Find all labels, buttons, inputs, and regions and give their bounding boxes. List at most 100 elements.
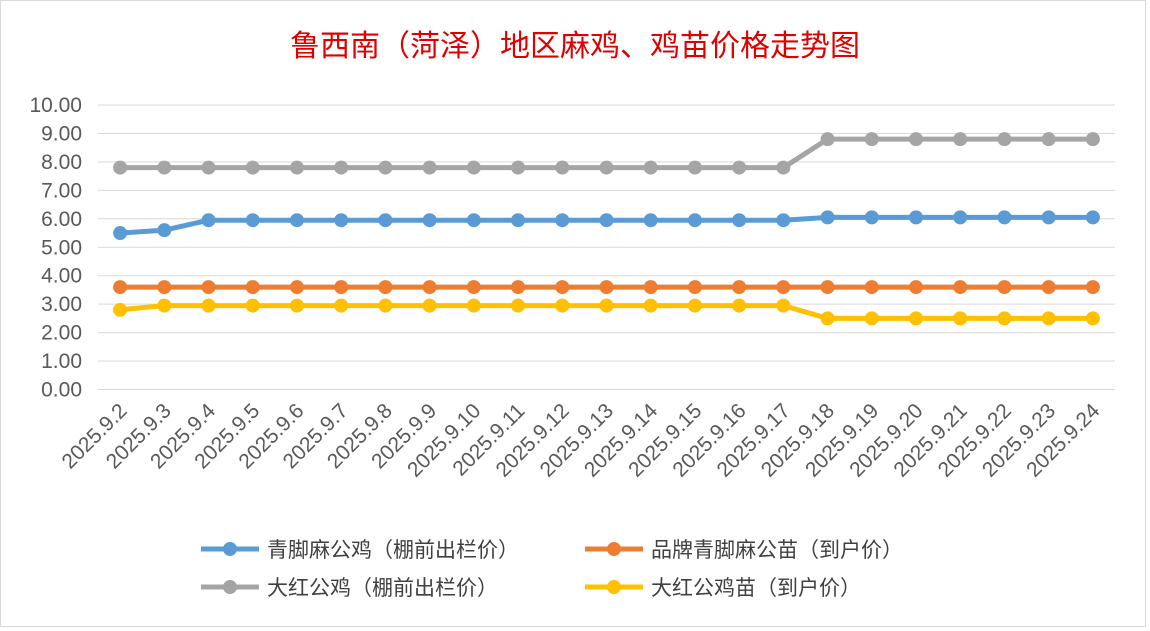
data-point: [466, 298, 481, 313]
data-point: [289, 213, 304, 228]
data-point: [599, 213, 614, 228]
data-point: [599, 160, 614, 175]
data-point: [289, 280, 304, 295]
data-point: [422, 280, 437, 295]
data-point: [466, 160, 481, 175]
x-axis: 2025.9.22025.9.32025.9.42025.9.52025.9.6…: [58, 399, 1105, 482]
y-tick-label: 10.00: [29, 94, 82, 117]
data-point: [422, 213, 437, 228]
series-2: [113, 280, 1100, 295]
data-point: [643, 213, 658, 228]
legend: 青脚麻公鸡（棚前出栏价） 品牌青脚麻公苗（到户价） 大红公鸡（棚前出栏价） 大红公鸡苗…: [201, 538, 903, 600]
data-point: [820, 280, 835, 295]
data-point: [201, 213, 216, 228]
data-point: [776, 298, 791, 313]
data-point: [466, 213, 481, 228]
data-point: [820, 311, 835, 326]
legend-item: 大红公鸡苗（到户价）: [585, 576, 861, 600]
data-point: [1085, 132, 1100, 147]
data-point: [909, 132, 924, 147]
data-point: [289, 298, 304, 313]
data-point: [157, 160, 172, 175]
legend-marker: [223, 580, 237, 594]
data-point: [466, 280, 481, 295]
y-tick-label: 6.00: [41, 208, 82, 231]
data-point: [555, 298, 570, 313]
data-point: [334, 213, 349, 228]
data-point: [245, 160, 260, 175]
data-point: [732, 213, 747, 228]
data-point: [157, 298, 172, 313]
data-point: [953, 280, 968, 295]
gridlines: [98, 104, 1115, 390]
data-point: [113, 160, 128, 175]
legend-item: 青脚麻公鸡（棚前出栏价）: [201, 538, 519, 562]
y-tick-label: 4.00: [41, 265, 82, 288]
legend-label: 大红公鸡苗（到户价）: [651, 576, 861, 600]
data-point: [511, 280, 526, 295]
data-point: [599, 298, 614, 313]
data-point: [378, 213, 393, 228]
data-point: [599, 280, 614, 295]
data-point: [157, 223, 172, 238]
data-point: [909, 280, 924, 295]
y-tick-label: 9.00: [41, 122, 82, 145]
data-point: [1041, 132, 1056, 147]
legend-label: 品牌青脚麻公苗（到户价）: [651, 538, 903, 562]
data-point: [732, 280, 747, 295]
data-point: [555, 213, 570, 228]
data-point: [997, 311, 1012, 326]
data-point: [334, 280, 349, 295]
legend-label: 青脚麻公鸡（棚前出栏价）: [267, 538, 519, 562]
data-point: [334, 160, 349, 175]
data-point: [864, 132, 879, 147]
data-point: [157, 280, 172, 295]
data-point: [953, 311, 968, 326]
data-point: [687, 298, 702, 313]
data-point: [1085, 311, 1100, 326]
data-point: [245, 280, 260, 295]
legend-item: 品牌青脚麻公苗（到户价）: [585, 538, 903, 562]
data-point: [997, 210, 1012, 225]
data-point: [687, 213, 702, 228]
y-tick-label: 0.00: [41, 379, 82, 402]
data-point: [1041, 210, 1056, 225]
data-point: [422, 160, 437, 175]
data-point: [997, 132, 1012, 147]
data-point: [245, 298, 260, 313]
data-point: [1085, 210, 1100, 225]
y-tick-label: 1.00: [41, 350, 82, 373]
data-point: [378, 298, 393, 313]
y-tick-label: 8.00: [41, 151, 82, 174]
y-tick-label: 5.00: [41, 236, 82, 259]
legend-item: 大红公鸡（棚前出栏价）: [201, 576, 498, 600]
data-point: [1085, 280, 1100, 295]
y-tick-label: 2.00: [41, 322, 82, 345]
data-point: [113, 226, 128, 241]
series-group: [113, 132, 1100, 326]
series-4: [113, 298, 1100, 326]
data-point: [820, 210, 835, 225]
data-point: [909, 311, 924, 326]
data-point: [1041, 280, 1056, 295]
data-point: [113, 280, 128, 295]
data-point: [511, 298, 526, 313]
data-point: [245, 213, 260, 228]
data-point: [864, 280, 879, 295]
data-point: [378, 280, 393, 295]
data-point: [555, 280, 570, 295]
data-point: [511, 160, 526, 175]
data-point: [643, 298, 658, 313]
data-point: [643, 160, 658, 175]
data-point: [864, 311, 879, 326]
series-1: [113, 210, 1100, 241]
legend-marker: [607, 542, 621, 556]
data-point: [1041, 311, 1056, 326]
data-point: [732, 298, 747, 313]
data-point: [776, 280, 791, 295]
data-point: [378, 160, 393, 175]
data-point: [422, 298, 437, 313]
data-point: [555, 160, 570, 175]
legend-marker: [607, 580, 621, 594]
